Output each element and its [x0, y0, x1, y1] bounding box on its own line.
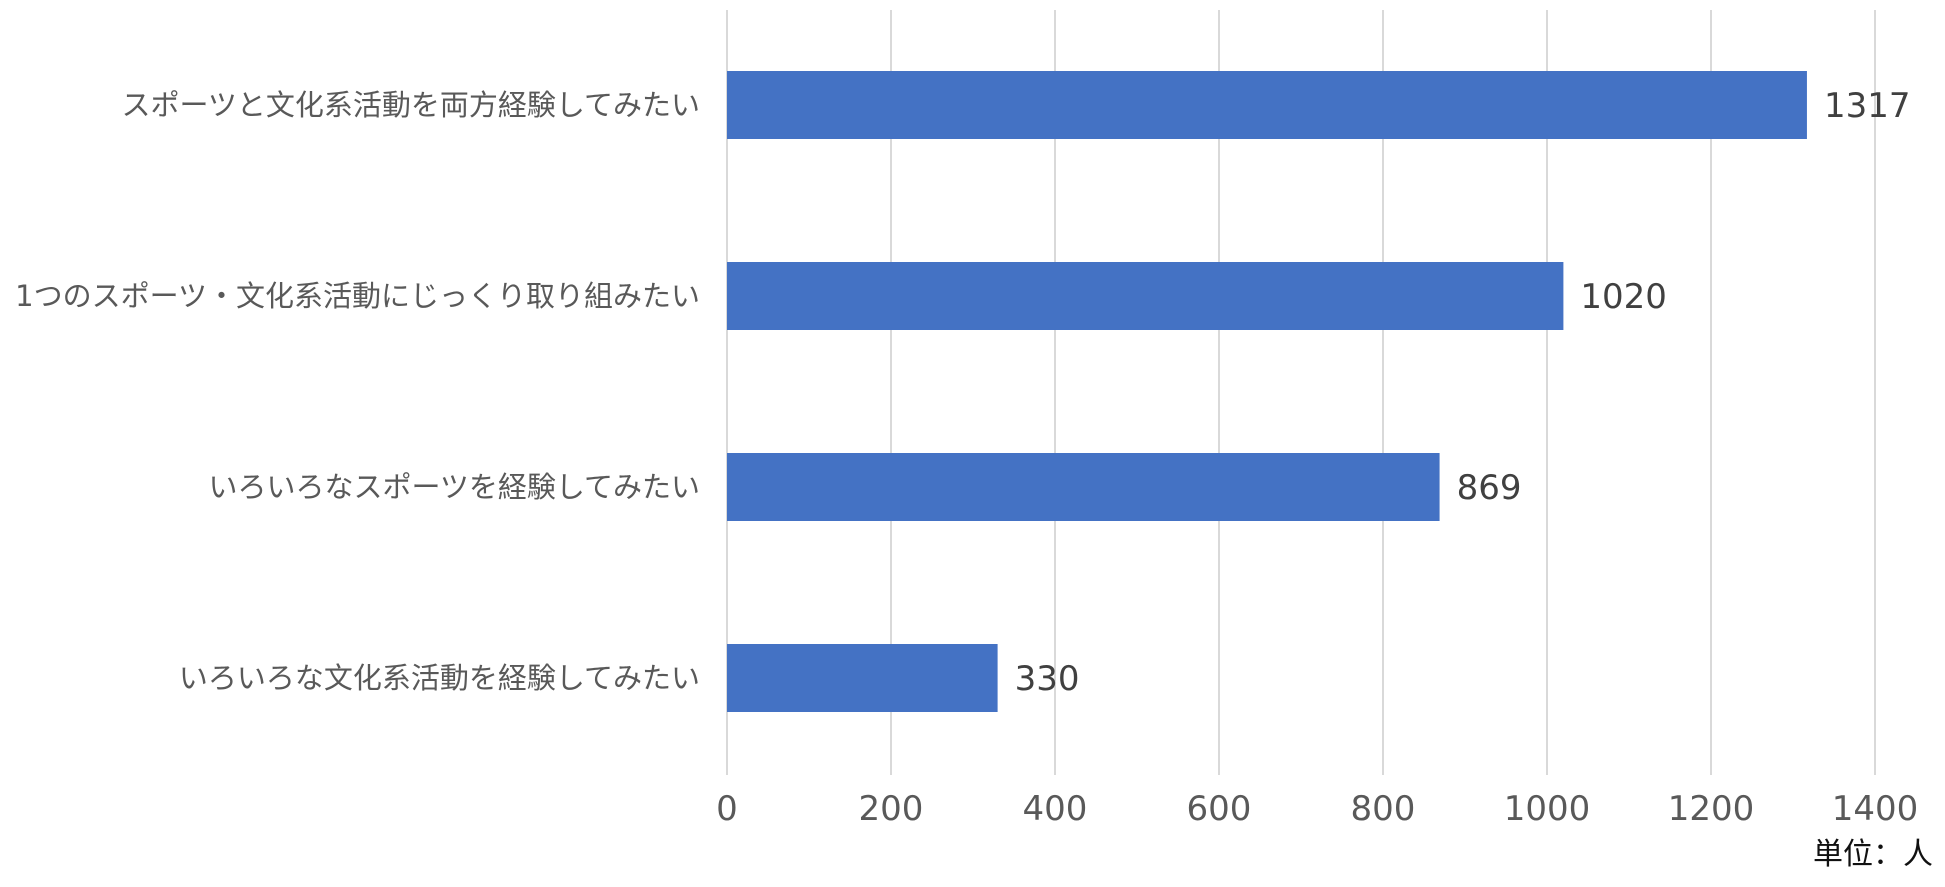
- category-label: スポーツと文化系活動を両方経験してみたい: [121, 88, 700, 122]
- bar: [727, 453, 1440, 521]
- bars: [727, 71, 1807, 712]
- bar-value-label: 1020: [1580, 277, 1667, 317]
- bar: [727, 71, 1807, 139]
- category-label: いろいろなスポーツを経験してみたい: [208, 470, 700, 504]
- bar-value-label: 330: [1015, 659, 1080, 699]
- unit-note: 単位：人: [1813, 837, 1933, 872]
- bar-value-label: 869: [1457, 468, 1522, 508]
- x-tick-label: 200: [859, 789, 924, 829]
- category-label: 1つのスポーツ・文化系活動にじっくり取り組みたい: [15, 279, 700, 313]
- data-labels: 1317 1020 869 330: [1015, 86, 1911, 699]
- bar: [727, 644, 998, 712]
- x-tick-label: 800: [1351, 789, 1416, 829]
- category-labels: スポーツと文化系活動を両方経験してみたい 1つのスポーツ・文化系活動にじっくり取り…: [15, 88, 700, 695]
- x-tick-label: 1400: [1832, 789, 1919, 829]
- x-axis-tick-labels: 0 200 400 600 800 1000 1200 1400: [716, 789, 1918, 829]
- x-tick-label: 0: [716, 789, 738, 829]
- x-tick-label: 1200: [1668, 789, 1755, 829]
- category-label: いろいろな文化系活動を経験してみたい: [179, 661, 700, 695]
- bar-value-label: 1317: [1824, 86, 1911, 126]
- x-tick-label: 600: [1187, 789, 1252, 829]
- bar: [727, 262, 1564, 330]
- x-tick-label: 1000: [1504, 789, 1591, 829]
- x-tick-label: 400: [1023, 789, 1088, 829]
